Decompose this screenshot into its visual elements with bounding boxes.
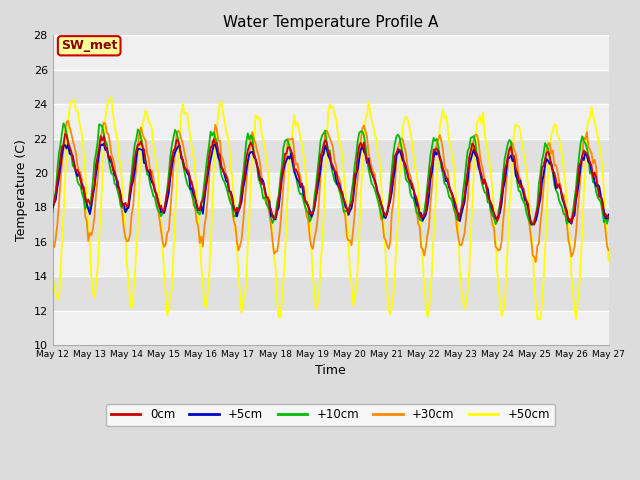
Bar <box>52 139 609 173</box>
Bar <box>52 242 609 276</box>
Bar <box>52 70 609 104</box>
Bar <box>52 207 609 242</box>
Text: SW_met: SW_met <box>61 39 117 52</box>
Bar <box>52 311 609 345</box>
Y-axis label: Temperature (C): Temperature (C) <box>15 139 28 241</box>
Legend: 0cm, +5cm, +10cm, +30cm, +50cm: 0cm, +5cm, +10cm, +30cm, +50cm <box>106 404 555 426</box>
Bar <box>52 104 609 139</box>
Title: Water Temperature Profile A: Water Temperature Profile A <box>223 15 438 30</box>
Bar <box>52 276 609 311</box>
Bar <box>52 36 609 70</box>
X-axis label: Time: Time <box>316 364 346 377</box>
Bar <box>52 173 609 207</box>
